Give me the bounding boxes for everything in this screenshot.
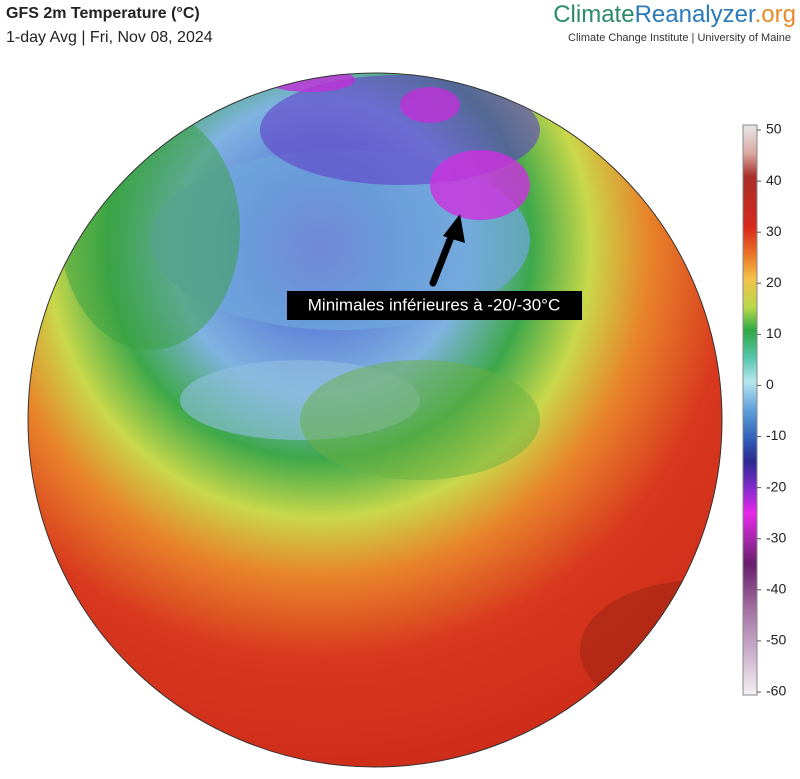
colorbar: 50 40 30 20 10 0 -10 -20 -30 -40 -50 -60 <box>742 121 786 699</box>
brand-part: Reanalyzer <box>635 1 756 28</box>
colorbar-tick-label: 50 <box>766 121 782 137</box>
arrow <box>429 214 465 287</box>
colorbar-tick-label: -30 <box>766 529 786 545</box>
colorbar-tick-label: -10 <box>766 427 786 443</box>
globe <box>28 73 722 767</box>
subtitle: 1-day Avg | Fri, Nov 08, 2024 <box>6 29 213 46</box>
colorbar-tick-label: 40 <box>766 172 782 188</box>
globe-outline <box>27 72 723 768</box>
colorbar-tick-label: 20 <box>766 274 782 290</box>
brand: ClimateReanalyzer.org <box>553 1 796 28</box>
title: GFS 2m Temperature (°C) <box>6 5 200 22</box>
colorbar-tick-label: -20 <box>766 478 786 494</box>
colorbar-tick-label: 10 <box>766 325 782 341</box>
colorbar-tick-label: -50 <box>766 632 786 648</box>
annotation: Minimales inférieures à -20/-30°C <box>308 295 560 314</box>
annotation-box <box>287 291 582 320</box>
colorbar-tick-label: 0 <box>766 376 774 392</box>
brand-part: .org <box>755 1 796 28</box>
tagline: Climate Change Institute | University of… <box>568 32 791 44</box>
brand-part: Climate <box>553 1 634 28</box>
colorbar-tick-label: -40 <box>766 581 786 597</box>
colorbar-tick-label: 30 <box>766 223 782 239</box>
colorbar-tick-label: -60 <box>766 683 786 699</box>
